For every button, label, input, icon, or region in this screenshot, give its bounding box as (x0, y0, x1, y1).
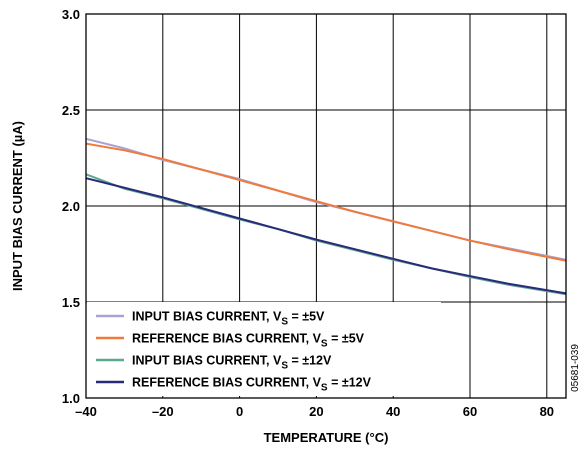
x-tick-label-4: 40 (386, 404, 400, 419)
x-tick-label-5: 60 (463, 404, 477, 419)
plot-frame (85, 13, 567, 399)
legend-background (87, 302, 441, 396)
series-lines (85, 137, 567, 296)
y-tick-label-2: 2.0 (62, 199, 80, 214)
figure-code: 05681-039 (570, 344, 581, 392)
x-tick-label-2: 0 (236, 404, 243, 419)
x-tick-label-3: 20 (309, 404, 323, 419)
legend-label-3: REFERENCE BIAS CURRENT, VS = ±12V (132, 376, 372, 394)
y-axis-label: INPUT BIAS CURRENT (µA) (10, 121, 25, 291)
series-line-1 (85, 142, 567, 262)
legend-label-1: REFERENCE BIAS CURRENT, VS = ±5V (132, 332, 365, 350)
x-tick-label-1: –20 (152, 404, 174, 419)
x-tick-labels: –40 –20 0 20 40 60 80 (75, 404, 554, 419)
y-tick-label-3: 2.5 (62, 103, 80, 118)
series-line-2 (85, 173, 567, 296)
legend-label-2: INPUT BIAS CURRENT, VS = ±12V (132, 354, 332, 372)
y-tick-label-4: 3.0 (62, 7, 80, 22)
x-axis-label: TEMPERATURE (°C) (264, 430, 389, 445)
y-tick-labels: 1.0 1.5 2.0 2.5 3.0 (62, 7, 80, 406)
y-tick-label-0: 1.0 (62, 391, 80, 406)
legend-label-0: INPUT BIAS CURRENT, VS = ±5V (132, 310, 325, 328)
x-tick-label-0: –40 (75, 404, 97, 419)
series-line-3 (85, 177, 567, 295)
legend: INPUT BIAS CURRENT, VS = ±5V REFERENCE BI… (96, 310, 372, 394)
x-tick-label-6: 80 (540, 404, 554, 419)
y-tick-label-1: 1.5 (62, 295, 80, 310)
